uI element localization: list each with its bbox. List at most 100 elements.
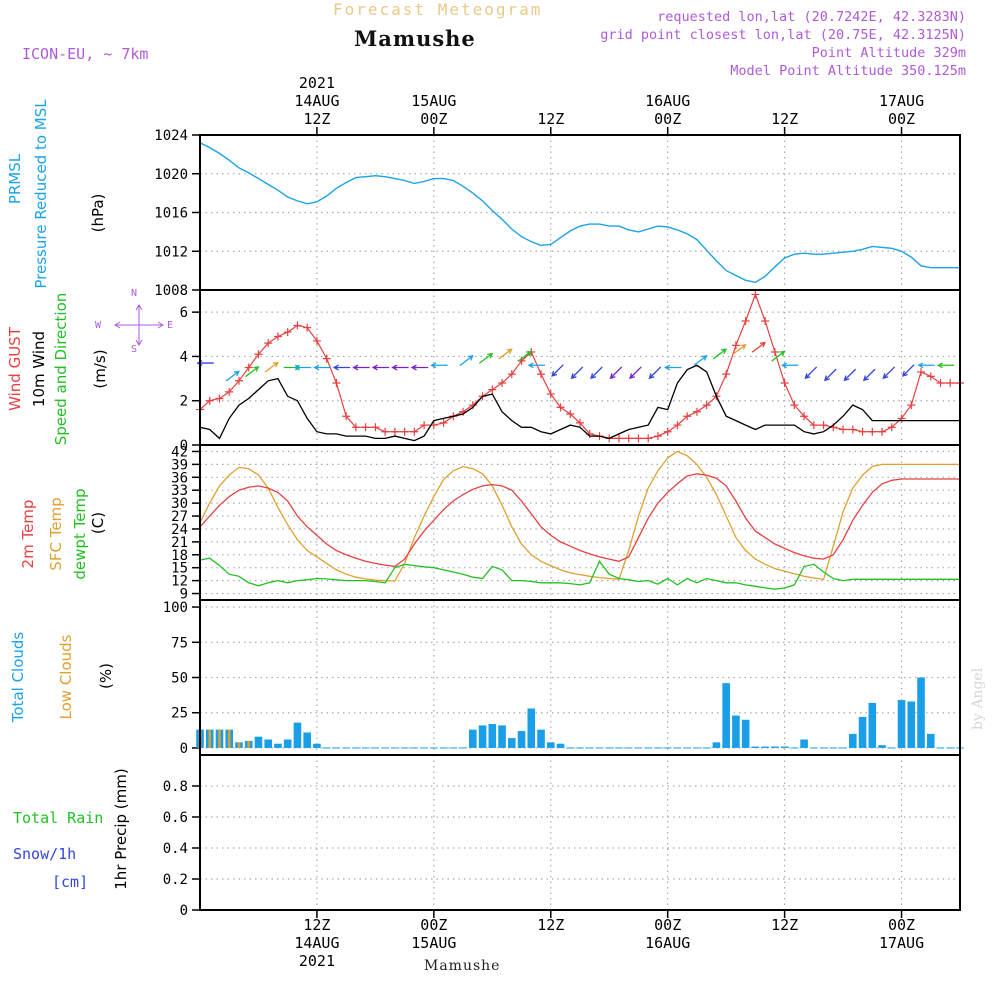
rain-legend: Total Rain — [13, 809, 104, 827]
requested-coords: requested lon,lat (20.7242E, 42.3283N) — [657, 9, 966, 25]
cloud-bar — [800, 739, 808, 748]
cloud-bar — [722, 683, 730, 748]
top-time-label: 00Z — [888, 110, 915, 128]
cloud-bar — [488, 724, 497, 748]
cloud-bar — [917, 677, 925, 748]
wind-direction-arrow — [430, 362, 448, 369]
snow-legend-unit: [cm] — [52, 873, 89, 891]
cloud-bar — [761, 746, 769, 748]
gust-marker — [741, 317, 750, 325]
wind-direction-arrow — [570, 366, 584, 380]
wind-direction-arrow — [648, 366, 662, 380]
gust-marker — [848, 425, 857, 434]
bottom-time-label: 12Z — [303, 916, 330, 934]
ytick-label: 0.4 — [163, 841, 188, 857]
cloud-bar — [293, 722, 302, 748]
gust-marker — [809, 421, 818, 430]
ytick-label: 4 — [180, 349, 188, 365]
gust-marker — [858, 427, 867, 436]
gust-marker — [342, 412, 351, 421]
gust-marker — [244, 363, 253, 372]
cloud-bar — [849, 733, 857, 748]
panel-frame-precip — [199, 754, 961, 911]
gust-marker — [351, 423, 360, 432]
wind-direction-arrow — [882, 366, 896, 380]
ytick-label: 6 — [180, 305, 188, 321]
gust-marker — [819, 421, 828, 430]
wind-direction-arrow — [664, 364, 682, 371]
cloud-bar — [771, 746, 779, 748]
gust-marker — [946, 379, 955, 387]
gust-marker — [322, 354, 331, 363]
ytick-label: 1016 — [154, 206, 188, 222]
gust-marker — [498, 379, 507, 387]
top-time-label: 2021 — [299, 74, 335, 92]
wind-direction-arrow — [293, 364, 312, 371]
gust-marker — [439, 418, 448, 427]
wind-direction-arrow — [478, 352, 494, 364]
cloud-bar — [556, 743, 565, 748]
ytick-label: 39 — [171, 457, 188, 473]
wind-direction-arrow — [712, 348, 728, 360]
wind-direction-arrow — [751, 341, 767, 353]
ytick-label: 0.2 — [163, 872, 188, 888]
gust-marker — [751, 290, 760, 299]
gust-marker — [410, 427, 419, 436]
cloud-bar — [303, 732, 311, 748]
wind-direction-arrow — [332, 364, 351, 371]
gust-marker — [663, 427, 672, 436]
top-time-label: 14AUG — [294, 92, 339, 110]
meteogram-title: Forecast Meteogram — [333, 0, 543, 19]
ytick-label: 33 — [171, 483, 188, 499]
gust-marker — [488, 385, 497, 394]
bottom-time-label: 15AUG — [411, 934, 456, 952]
compass-east: E — [167, 320, 174, 331]
bottom-time-label: 12Z — [537, 916, 564, 934]
wind-direction-arrow — [264, 361, 279, 373]
wind-direction-arrow — [936, 362, 955, 369]
low-cloud-bar — [208, 729, 212, 748]
wind-direction-arrow — [862, 368, 876, 382]
gust-marker — [215, 394, 224, 403]
snow-legend: Snow/1h — [13, 845, 77, 863]
ytick-label: 0.8 — [163, 779, 188, 795]
gust-marker — [312, 336, 321, 345]
gust-marker — [556, 403, 565, 412]
bottom-time-label: 14AUG — [294, 934, 339, 952]
cloud-bar — [478, 725, 487, 748]
gust-marker — [507, 370, 516, 379]
ytick-label: 27 — [171, 509, 188, 525]
wind-direction-arrow — [517, 350, 533, 362]
ytick-label: 50 — [171, 671, 188, 687]
gust-marker — [371, 423, 380, 432]
cloud-bar — [498, 725, 506, 748]
wind-direction-arrow — [901, 364, 915, 377]
bottom-time-label: 17AUG — [879, 934, 924, 952]
cloud-bar — [858, 716, 867, 748]
model-point-altitude: Model Point Altitude 350.125m — [730, 63, 966, 79]
ytick-label: 1024 — [154, 128, 188, 144]
gust-marker — [653, 432, 662, 441]
top-time-label: 00Z — [420, 110, 447, 128]
cloud-bar — [907, 701, 916, 748]
wind-direction-arrow — [371, 364, 390, 371]
cloud-bar — [868, 702, 877, 748]
gust-marker — [790, 401, 799, 410]
gust-marker — [878, 427, 887, 436]
gust-marker — [303, 323, 312, 332]
cloud-bar — [264, 739, 273, 748]
low-cloud-bar — [237, 742, 241, 748]
compass-south: S — [131, 344, 138, 355]
compass-rose-icon — [114, 304, 164, 346]
cloud-bar — [517, 731, 526, 748]
ytick-label: 9 — [180, 587, 188, 603]
gust-marker — [761, 317, 770, 325]
wind-direction-arrow — [629, 366, 642, 380]
pressure-line — [199, 142, 960, 284]
wind-direction-arrow — [804, 366, 818, 380]
cloud-bar — [546, 742, 555, 748]
cloud-bar — [313, 743, 321, 748]
cloud-bar — [741, 719, 750, 748]
wind-direction-arrow — [459, 355, 474, 366]
gust-marker — [205, 396, 214, 405]
